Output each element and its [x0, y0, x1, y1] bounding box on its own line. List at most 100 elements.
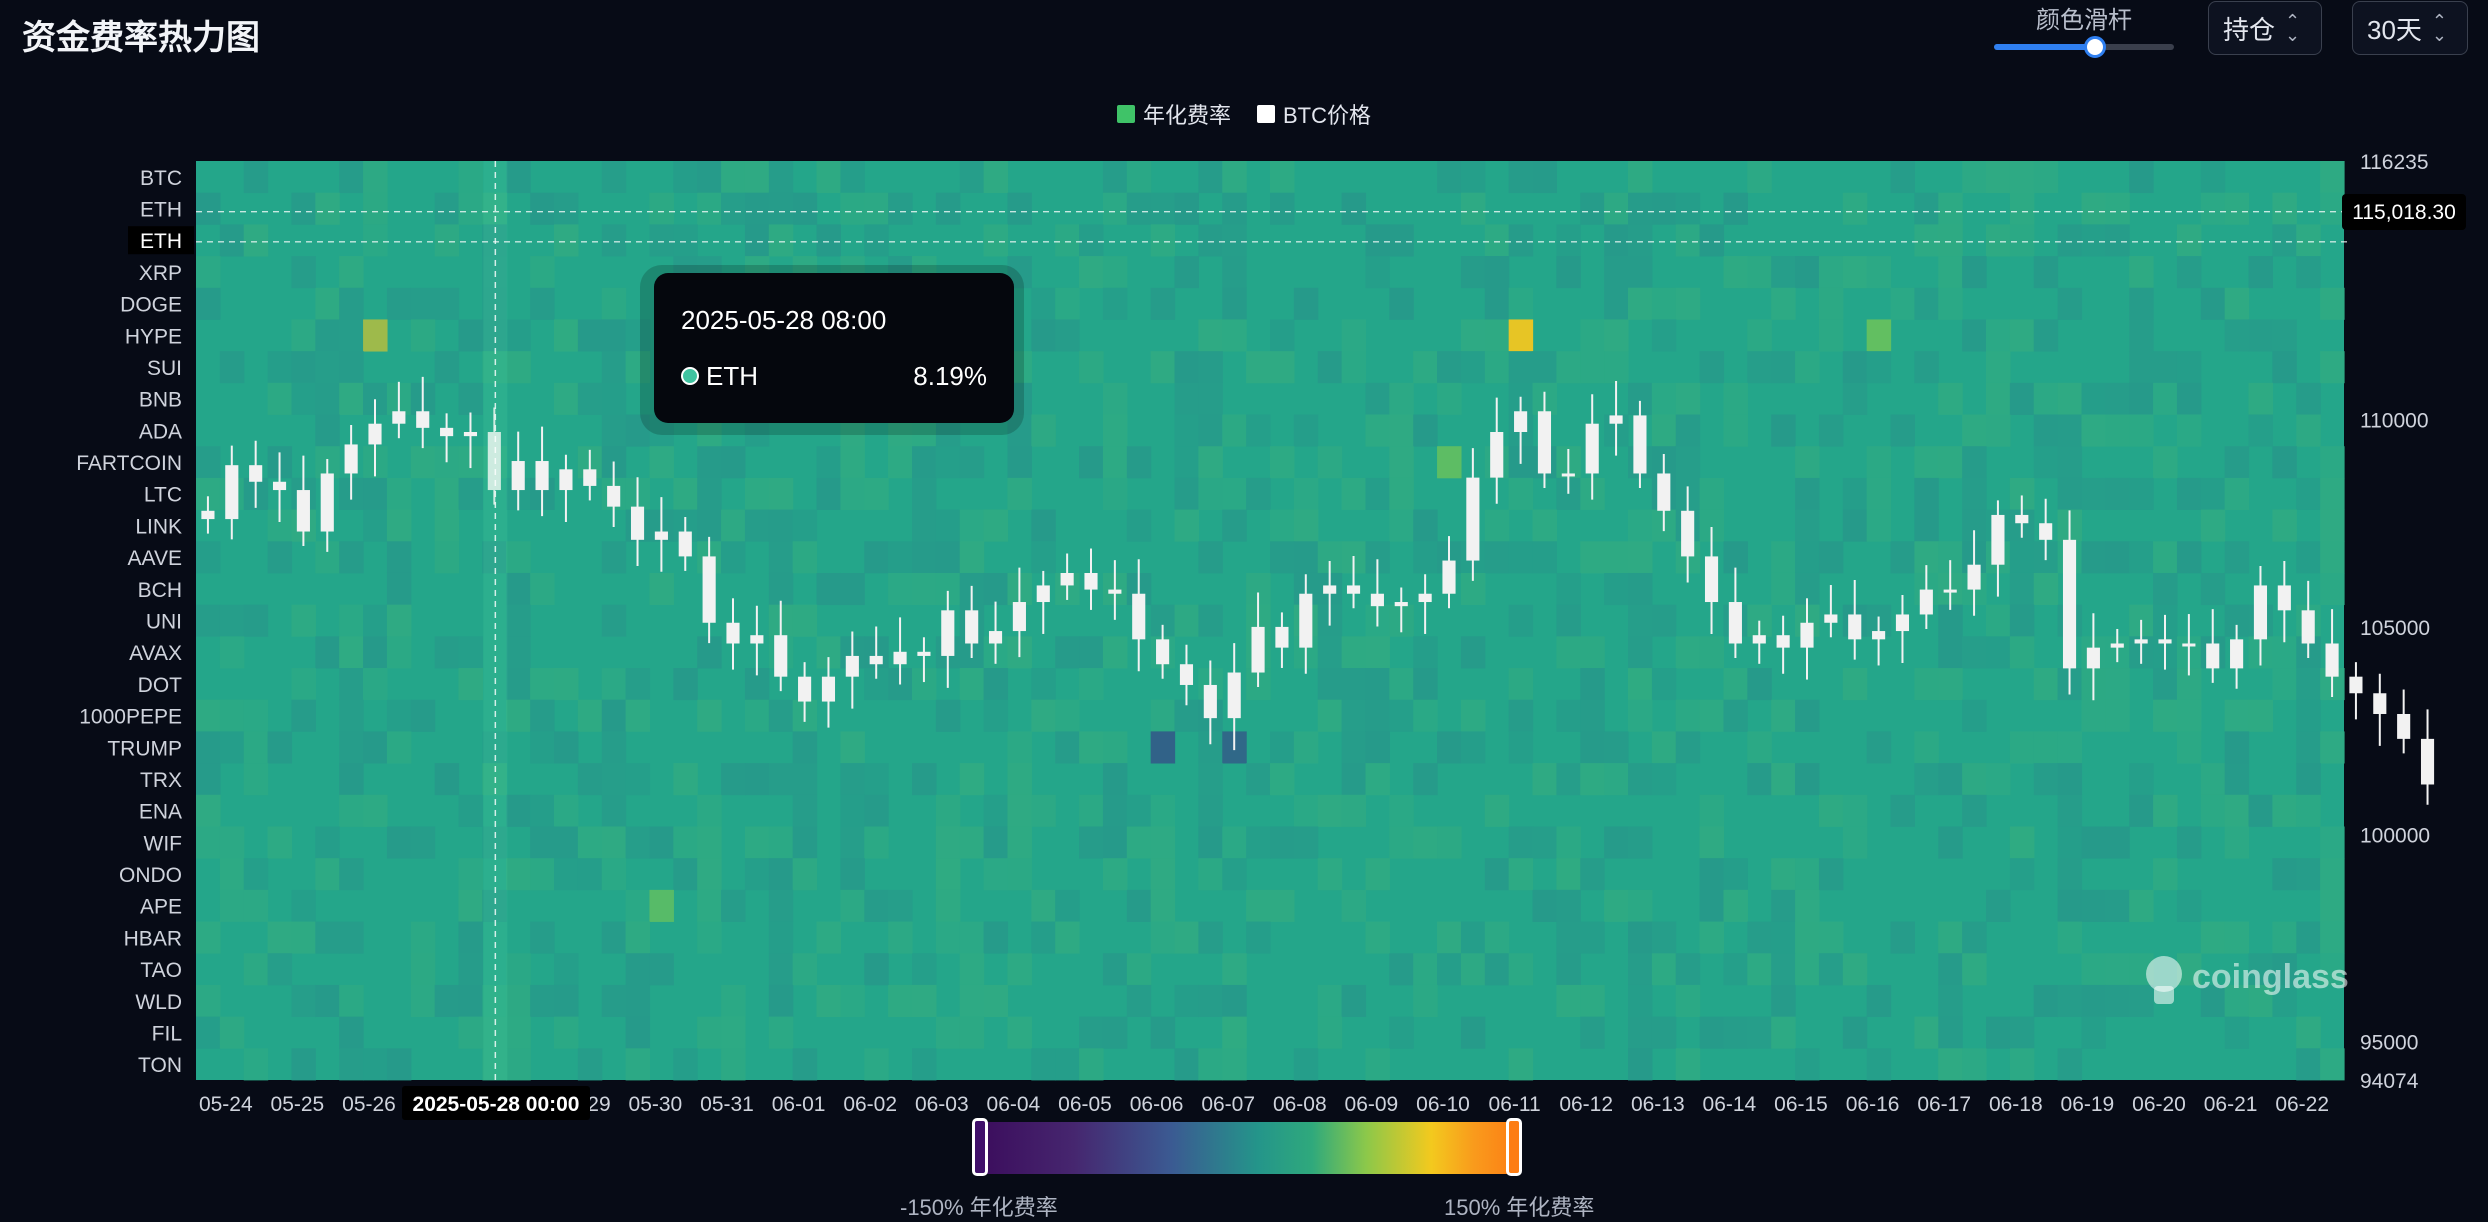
- heatmap-cell[interactable]: [601, 319, 627, 352]
- heatmap-cell[interactable]: [267, 351, 293, 384]
- heatmap-cell[interactable]: [1413, 636, 1438, 669]
- candle-body[interactable]: [2086, 647, 2100, 669]
- heatmap-cell[interactable]: [1484, 794, 1510, 827]
- heatmap-cell[interactable]: [1747, 953, 1772, 986]
- heatmap-cell[interactable]: [1031, 509, 1056, 542]
- heatmap-cell[interactable]: [673, 826, 698, 859]
- heatmap-cell[interactable]: [1126, 953, 1152, 986]
- candle-body[interactable]: [1394, 602, 1408, 607]
- heatmap-cell[interactable]: [1795, 699, 1820, 732]
- heatmap-cell[interactable]: [1580, 858, 1605, 891]
- heatmap-cell[interactable]: [1198, 224, 1223, 257]
- heatmap-cell[interactable]: [601, 858, 627, 891]
- heatmap-cell[interactable]: [1938, 287, 1963, 320]
- heatmap-cell[interactable]: [2224, 541, 2250, 574]
- heatmap-cell[interactable]: [1938, 224, 1963, 257]
- heatmap-cell[interactable]: [864, 224, 889, 257]
- heatmap-cell[interactable]: [506, 794, 531, 827]
- heatmap-cell[interactable]: [339, 1048, 364, 1081]
- heatmap-cell[interactable]: [554, 953, 579, 986]
- heatmap-cell[interactable]: [2296, 1048, 2321, 1081]
- heatmap-cell[interactable]: [506, 572, 531, 606]
- heatmap-cell[interactable]: [2320, 889, 2345, 922]
- heatmap-cell[interactable]: [1055, 921, 1080, 954]
- heatmap-cell[interactable]: [1413, 953, 1438, 986]
- heatmap-cell[interactable]: [1580, 731, 1605, 764]
- heatmap-cell[interactable]: [530, 984, 555, 1018]
- heatmap-cell[interactable]: [482, 351, 507, 384]
- heatmap-cell[interactable]: [1556, 953, 1581, 986]
- heatmap-cell[interactable]: [888, 572, 913, 606]
- heatmap-cell[interactable]: [1842, 477, 1868, 510]
- candle-body[interactable]: [2062, 539, 2077, 669]
- heatmap-cell[interactable]: [482, 826, 507, 859]
- heatmap-cell[interactable]: [1508, 731, 1534, 764]
- heatmap-cell[interactable]: [363, 668, 388, 701]
- candle-body[interactable]: [1561, 473, 1575, 477]
- heatmap-cell[interactable]: [482, 889, 507, 922]
- heatmap-cell[interactable]: [768, 858, 794, 891]
- heatmap-cell[interactable]: [1270, 731, 1295, 764]
- heatmap-cell[interactable]: [506, 319, 531, 352]
- heatmap-cell[interactable]: [1508, 699, 1534, 732]
- candle-body[interactable]: [1179, 664, 1194, 685]
- heatmap-cell[interactable]: [1102, 414, 1128, 447]
- heatmap-cell[interactable]: [1842, 382, 1868, 415]
- heatmap-cell[interactable]: [912, 1048, 937, 1081]
- heatmap-cell[interactable]: [1246, 414, 1271, 447]
- heatmap-cell[interactable]: [2296, 731, 2321, 764]
- heatmap-cell[interactable]: [1198, 541, 1223, 574]
- heatmap-cell[interactable]: [1675, 287, 1701, 320]
- heatmap-cell[interactable]: [1365, 731, 1390, 764]
- heatmap-cell[interactable]: [2224, 921, 2250, 954]
- heatmap-cell[interactable]: [649, 572, 674, 606]
- heatmap-cell[interactable]: [219, 699, 245, 732]
- candle-body[interactable]: [1848, 614, 1862, 640]
- heatmap-cell[interactable]: [506, 699, 531, 732]
- heatmap-cell[interactable]: [554, 1016, 579, 1049]
- heatmap-cell[interactable]: [744, 858, 770, 891]
- heatmap-cell[interactable]: [1651, 731, 1677, 764]
- heatmap-cell[interactable]: [1222, 984, 1247, 1018]
- heatmap-cell[interactable]: [2009, 382, 2035, 415]
- heatmap-cell[interactable]: [2057, 287, 2083, 320]
- heatmap-cell[interactable]: [339, 351, 364, 384]
- heatmap-cell[interactable]: [1962, 1048, 1987, 1081]
- heatmap-cell[interactable]: [482, 319, 507, 352]
- heatmap-cell[interactable]: [1866, 319, 1892, 352]
- heatmap-cell[interactable]: [2105, 889, 2130, 922]
- heatmap-cell[interactable]: [1651, 668, 1677, 701]
- heatmap-cell[interactable]: [1389, 826, 1414, 859]
- heatmap-cell[interactable]: [1293, 414, 1319, 447]
- heatmap-cell[interactable]: [1174, 477, 1199, 510]
- heatmap-cell[interactable]: [410, 446, 436, 479]
- heatmap-cell[interactable]: [291, 889, 316, 922]
- heatmap-cell[interactable]: [1031, 794, 1056, 827]
- heatmap-cell[interactable]: [1723, 858, 1748, 891]
- heatmap-cell[interactable]: [1508, 351, 1534, 384]
- heatmap-cell[interactable]: [625, 826, 651, 859]
- heatmap-cell[interactable]: [1389, 446, 1414, 479]
- heatmap-cell[interactable]: [1055, 731, 1080, 764]
- heatmap-cell[interactable]: [744, 224, 770, 257]
- heatmap-cell[interactable]: [410, 826, 436, 859]
- heatmap-cell[interactable]: [1460, 1016, 1486, 1049]
- candle-body[interactable]: [1776, 635, 1790, 648]
- heatmap-cell[interactable]: [2320, 287, 2345, 320]
- heatmap-cell[interactable]: [816, 921, 841, 954]
- heatmap-cell[interactable]: [601, 414, 627, 447]
- heatmap-cell[interactable]: [339, 731, 364, 764]
- heatmap-cell[interactable]: [1962, 256, 1987, 289]
- heatmap-cell[interactable]: [1293, 509, 1319, 542]
- heatmap-cell[interactable]: [1532, 763, 1557, 796]
- heatmap-cell[interactable]: [2224, 477, 2250, 510]
- color-slider-knob[interactable]: [2083, 36, 2106, 58]
- heatmap-cell[interactable]: [2224, 446, 2250, 479]
- heatmap-cell[interactable]: [291, 382, 316, 415]
- heatmap-cell[interactable]: [1126, 161, 1152, 194]
- heatmap-cell[interactable]: [1962, 319, 1987, 352]
- heatmap-cell[interactable]: [912, 953, 937, 986]
- candle-body[interactable]: [1275, 626, 1289, 648]
- heatmap-cell[interactable]: [1102, 256, 1128, 289]
- heatmap-cell[interactable]: [1747, 351, 1772, 384]
